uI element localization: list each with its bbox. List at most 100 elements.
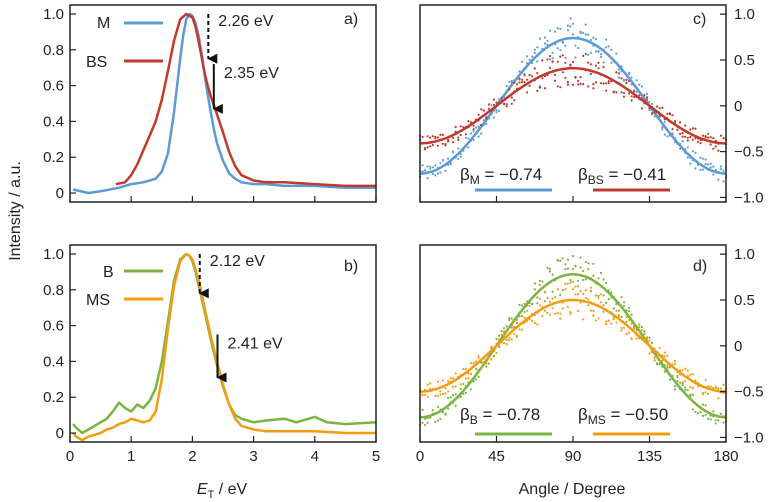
scatter-point-b <box>648 336 651 339</box>
x-tick-label: 3 <box>249 448 257 465</box>
scatter-point-bs <box>691 127 695 130</box>
fit-curve-bs <box>419 66 727 145</box>
legend-label-bs: BS <box>86 54 107 71</box>
scatter-point-b <box>571 267 575 271</box>
scatter-point-b <box>421 421 424 424</box>
scatter-point-bs <box>477 113 480 116</box>
scatter-point-ms <box>691 386 695 390</box>
scatter-point-ms <box>658 360 661 363</box>
scatter-point-b <box>464 391 467 395</box>
scatter-point-bs <box>625 81 628 84</box>
scatter-point-ms <box>513 332 516 335</box>
scatter-point-b <box>712 410 715 413</box>
scatter-point-b <box>498 345 501 349</box>
scatter-point-m <box>694 151 697 154</box>
scatter-point-ms <box>421 394 424 397</box>
scatter-point-ms <box>426 395 429 398</box>
scatter-point-ms <box>482 362 485 366</box>
scatter-point-bs <box>569 64 572 67</box>
scatter-point-b <box>536 302 539 305</box>
scatter-point-bs <box>503 103 506 106</box>
scatter-point-b <box>510 317 513 320</box>
scatter-point-m <box>663 133 666 136</box>
scatter-point-b <box>622 301 626 304</box>
scatter-point-ms <box>559 312 562 315</box>
scatter-point-b <box>436 405 439 408</box>
scatter-point-b <box>684 386 687 389</box>
y-tick-label: 0.2 <box>43 389 64 406</box>
scatter-point-m <box>472 130 475 133</box>
x-tick-label: 2 <box>188 448 196 465</box>
scatter-point-bs <box>656 105 659 108</box>
scatter-point-bs <box>564 76 567 79</box>
scatter-point-bs <box>625 78 628 81</box>
scatter-point-b <box>541 280 544 283</box>
scatter-point-m <box>615 52 618 55</box>
scatter-point-ms <box>449 377 452 380</box>
scatter-point-m <box>679 147 682 150</box>
scatter-point-m <box>485 115 488 118</box>
scatter-point-ms <box>569 312 572 315</box>
scatter-point-m <box>622 78 626 82</box>
scatter-point-bs <box>668 112 672 115</box>
scatter-point-ms <box>464 377 467 380</box>
scatter-point-m <box>543 42 547 45</box>
scatter-point-bs <box>704 136 707 139</box>
scatter-point-m <box>599 53 603 56</box>
scatter-point-bs <box>691 138 695 141</box>
scatter-point-ms <box>508 336 511 339</box>
series-line-m <box>72 12 376 195</box>
scatter-point-m <box>495 109 498 112</box>
scatter-point-bs <box>676 128 679 131</box>
scatter-point-bs <box>689 135 692 139</box>
scatter-point-m <box>650 102 654 105</box>
scatter-point-ms <box>436 395 439 398</box>
scatter-point-bs <box>464 133 467 136</box>
scatter-point-m <box>630 76 633 79</box>
scatter-point-bs <box>607 80 610 83</box>
scatter-point-ms <box>704 391 707 394</box>
scatter-point-b <box>699 411 702 414</box>
scatter-point-m <box>566 29 570 32</box>
scatter-point-m <box>498 109 501 112</box>
scatter-point-ms <box>444 387 447 390</box>
scatter-point-bs <box>571 60 575 64</box>
scatter-point-m <box>699 168 702 171</box>
scatter-point-bs <box>510 96 513 99</box>
scatter-point-ms <box>592 309 595 312</box>
scatter-point-m <box>709 162 712 165</box>
scatter-point-ms <box>492 354 495 357</box>
scatter-point-ms <box>469 372 473 376</box>
scatter-point-ms <box>717 387 720 390</box>
scatter-point-b <box>630 322 633 325</box>
scatter-point-ms <box>561 307 564 310</box>
scatter-point-b <box>469 388 473 391</box>
scatter-point-m <box>424 169 427 172</box>
scatter-point-b <box>505 338 508 341</box>
scatter-point-bs <box>533 67 536 70</box>
scatter-point-ms <box>607 319 610 322</box>
scatter-point-bs <box>454 125 457 129</box>
scatter-point-ms <box>719 387 723 390</box>
scatter-point-bs <box>661 106 664 109</box>
scatter-point-m <box>699 156 702 159</box>
scatter-point-m <box>597 50 600 53</box>
scatter-point-ms <box>605 320 608 323</box>
y-tick-label: 0 <box>56 185 64 202</box>
scatter-point-b <box>597 294 600 297</box>
scatter-point-m <box>518 70 521 73</box>
scatter-point-bs <box>592 87 595 90</box>
scatter-point-bs <box>424 148 427 151</box>
scatter-point-ms <box>513 320 516 323</box>
scatter-point-b <box>424 423 427 427</box>
beta-legend-c: βM = −0.74 βBS = −0.41 <box>460 165 670 192</box>
scatter-point-bs <box>559 55 562 58</box>
scatter-point-bs <box>467 120 470 123</box>
scatter-point-ms <box>477 354 480 357</box>
scatter-point-bs <box>472 124 475 127</box>
scatter-point-bs <box>429 136 432 139</box>
scatter-point-ms <box>625 315 628 318</box>
scatter-point-ms <box>439 390 442 393</box>
scatter-point-bs <box>500 96 503 100</box>
scatter-point-b <box>656 362 659 365</box>
